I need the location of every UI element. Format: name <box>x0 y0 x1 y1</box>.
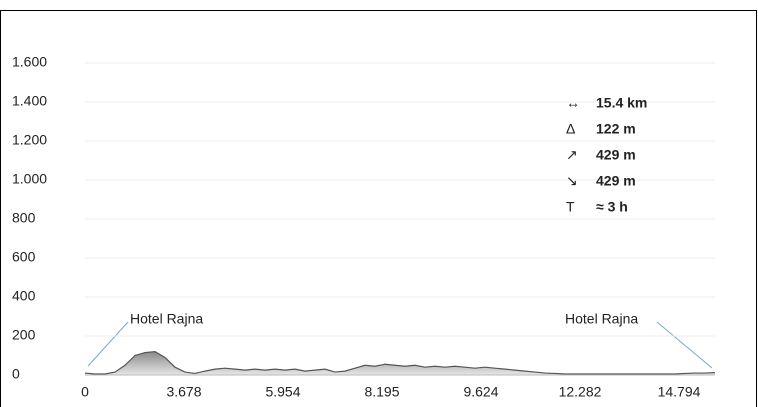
frame <box>0 10 757 407</box>
x-tick-label: 3.678 <box>166 384 201 400</box>
stat-value: 429 m <box>596 173 636 189</box>
x-tick-label: 12.282 <box>559 384 602 400</box>
y-tick-label: 200 <box>12 327 36 343</box>
annotation-leader <box>656 321 713 369</box>
stat-value: 15.4 km <box>596 95 647 111</box>
stat-symbol: ↗ <box>566 147 578 163</box>
y-tick-label: 0 <box>12 366 20 382</box>
x-tick-label: 5.954 <box>265 384 300 400</box>
x-tick-label: 0 <box>81 384 89 400</box>
stat-value: 429 m <box>596 147 636 163</box>
y-tick-label: 800 <box>12 210 36 226</box>
x-tick-label: 8.195 <box>364 384 399 400</box>
annotation-leader <box>87 321 129 367</box>
y-tick-label: 1.200 <box>12 132 47 148</box>
annotation: Hotel Rajna <box>565 311 638 327</box>
y-tick-label: 600 <box>12 249 36 265</box>
y-tick-label: 400 <box>12 288 36 304</box>
x-tick-label: 9.624 <box>463 384 498 400</box>
stat-symbol: ↘ <box>566 173 578 189</box>
x-tick-label: 14.794 <box>658 384 701 400</box>
y-tick-label: 1.400 <box>12 93 47 109</box>
annotation: Hotel Rajna <box>130 311 203 327</box>
stat-value: 122 m <box>596 121 636 137</box>
stat-symbol: ↔ <box>566 95 580 111</box>
elevation-line <box>84 350 716 375</box>
stat-symbol: Δ <box>566 121 575 137</box>
stat-value: ≈ 3 h <box>596 199 628 215</box>
y-tick-label: 1.000 <box>12 171 47 187</box>
elevation-area <box>85 351 715 375</box>
y-tick-label: 1.600 <box>12 54 47 70</box>
stat-symbol: T <box>566 199 575 215</box>
